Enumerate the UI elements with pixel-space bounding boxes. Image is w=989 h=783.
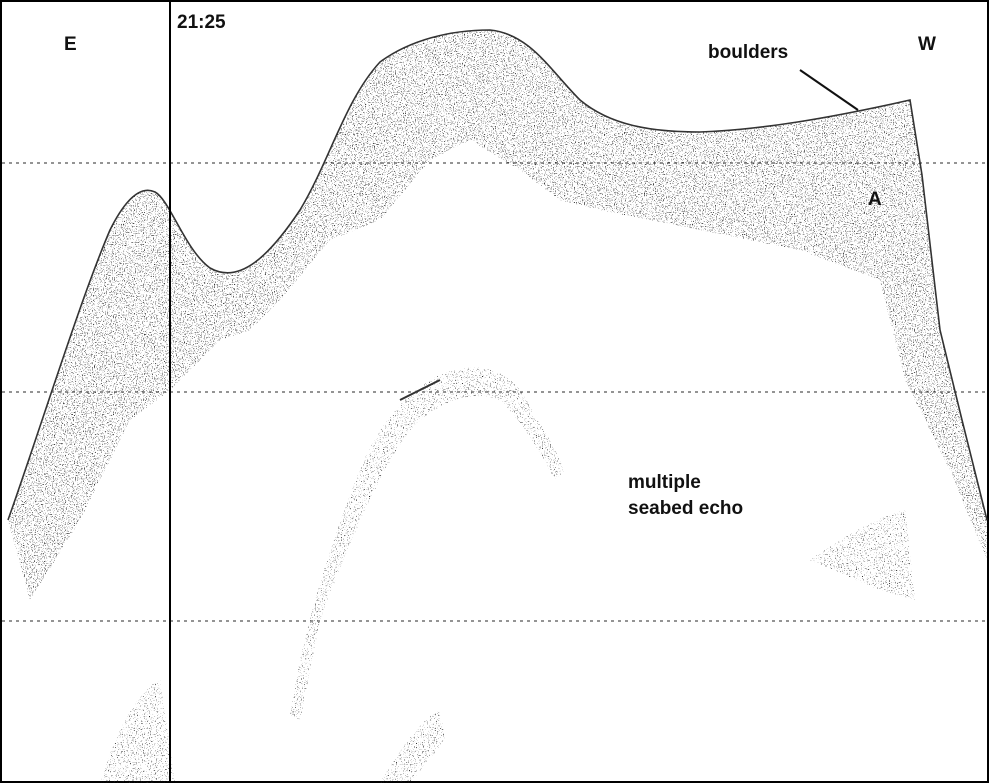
west-label: W xyxy=(918,34,936,55)
boulders-label: boulders xyxy=(708,42,788,63)
time-label: 21:25 xyxy=(177,12,226,33)
echo-label: multiple xyxy=(628,472,701,493)
east-label: E xyxy=(64,34,77,55)
echogram: E 21:25 boulders W A multiple seabed ech… xyxy=(0,0,989,783)
point-label: A xyxy=(868,189,882,210)
echo-label: seabed echo xyxy=(628,498,743,519)
